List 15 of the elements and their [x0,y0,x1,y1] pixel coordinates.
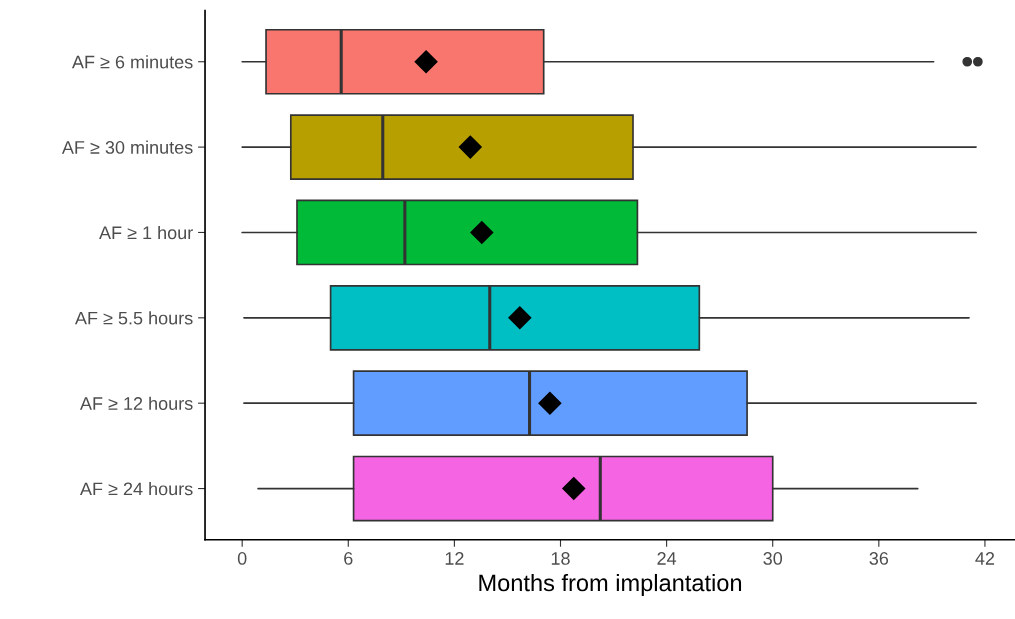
x-tick-label: 42 [975,552,995,565]
y-tick-label: AF ≥ 1 hour [99,225,193,240]
x-tick-label: 18 [551,552,570,565]
x-tick-label: 12 [445,552,464,565]
x-axis-title: Months from implantation [479,573,742,596]
x-tick-label: 24 [657,552,677,565]
x-tick-label: 30 [763,552,783,565]
x-tick-label: 36 [869,552,889,565]
x-tick-label: 6 [344,552,353,565]
y-tick-label: AF ≥ 24 hours [79,482,193,496]
y-tick-label: AF ≥ 5.5 hours [74,311,193,325]
y-tick-label: AF ≥ 12 hours [79,396,193,410]
x-tick-label: 0 [237,552,247,565]
y-tick-label: AF ≥ 6 minutes [71,55,193,69]
y-tick-label: AF ≥ 30 minutes [61,140,193,154]
